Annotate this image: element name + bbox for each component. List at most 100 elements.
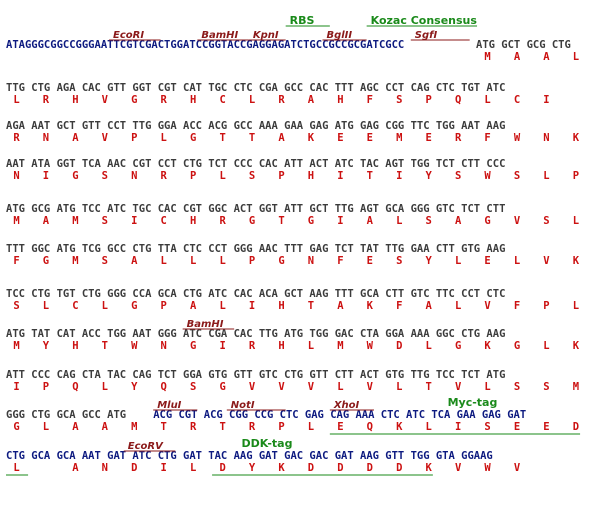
- amino-acid: S: [190, 381, 196, 393]
- amino-acid: E: [426, 132, 432, 144]
- amino-acid: I: [43, 170, 49, 182]
- amino-acid: P: [161, 300, 167, 312]
- amino-acid: S: [102, 255, 108, 267]
- amino-acid: G: [249, 215, 255, 227]
- amino-acid: E: [367, 132, 373, 144]
- amino-acid: D: [396, 340, 402, 352]
- amino-acid: Y: [131, 381, 138, 393]
- amino-acid: N: [43, 132, 49, 144]
- feature-tag-label: DDK-tag: [242, 437, 293, 450]
- amino-acid: P: [278, 170, 284, 182]
- amino-acid: V: [514, 462, 521, 474]
- amino-acid: P: [43, 381, 49, 393]
- amino-acid: S: [514, 170, 520, 182]
- amino-acid: G: [514, 340, 520, 352]
- dna-sequence-segment: AGA AAT GCT GTT CCT TTG GGA ACC ACG GCC …: [6, 120, 505, 132]
- amino-acid: P: [131, 132, 137, 144]
- amino-acid: L: [455, 255, 461, 267]
- amino-acid: M: [131, 421, 137, 433]
- amino-acid: W: [484, 170, 491, 182]
- amino-acid: K: [308, 132, 315, 144]
- amino-acid: S: [102, 215, 108, 227]
- amino-acid: K: [367, 300, 374, 312]
- amino-acid: M: [484, 51, 490, 63]
- amino-acid: M: [337, 340, 343, 352]
- amino-acid: A: [367, 215, 374, 227]
- amino-acid: G: [219, 381, 225, 393]
- amino-acid: G: [278, 255, 284, 267]
- amino-acid: S: [514, 381, 520, 393]
- dna-sequence-segment: GGG CTG GCA GCC ATG: [6, 409, 132, 421]
- restriction-site-label: EcoRI: [113, 30, 144, 41]
- amino-acid: L: [13, 94, 19, 106]
- amino-acid: L: [308, 340, 314, 352]
- amino-acid: M: [13, 215, 19, 227]
- amino-acid: E: [337, 421, 343, 433]
- amino-acid: M: [72, 255, 78, 267]
- amino-acid: L: [102, 381, 108, 393]
- amino-acid: N: [131, 170, 137, 182]
- amino-acid: T: [308, 300, 314, 312]
- amino-acid: G: [308, 215, 314, 227]
- amino-acid: V: [514, 215, 521, 227]
- amino-acid: L: [573, 51, 579, 63]
- amino-acid: F: [13, 255, 19, 267]
- feature-tag-label: Myc-tag: [448, 396, 498, 409]
- amino-acid: E: [484, 255, 490, 267]
- dna-sequence-segment: ACG CGT ACG CGG CCG CTC GAG CAG AAA CTC …: [153, 409, 526, 421]
- amino-acid: L: [161, 255, 167, 267]
- amino-acid: S: [484, 421, 490, 433]
- amino-acid: T: [219, 132, 225, 144]
- amino-acid: K: [573, 132, 580, 144]
- amino-acid: I: [337, 170, 343, 182]
- amino-acid: E: [543, 421, 549, 433]
- amino-acid: K: [426, 462, 433, 474]
- restriction-site-label: KpnI: [253, 30, 279, 41]
- amino-acid: Y: [249, 462, 256, 474]
- amino-acid: T: [249, 132, 255, 144]
- dna-sequence-segment: ATG GCG ATG TCC ATC TGC CAC CGT GGC ACT …: [6, 203, 505, 215]
- amino-acid: S: [426, 215, 432, 227]
- amino-acid: H: [278, 340, 284, 352]
- amino-acid: I: [396, 170, 402, 182]
- amino-acid: G: [131, 94, 137, 106]
- amino-acid: S: [543, 215, 549, 227]
- amino-acid: W: [514, 132, 521, 144]
- amino-acid: I: [455, 421, 461, 433]
- amino-acid: C: [219, 94, 225, 106]
- amino-acid: L: [455, 300, 461, 312]
- dna-sequence-segment: ATG TAT CAT ACC TGG AAT GGG ATC CGA CAC …: [6, 328, 505, 340]
- amino-acid: R: [161, 170, 168, 182]
- amino-acid: L: [219, 255, 225, 267]
- amino-acid: G: [190, 132, 196, 144]
- amino-acid: I: [13, 381, 19, 393]
- amino-acid: R: [249, 340, 256, 352]
- dna-sequence-segment: TCC CTG TGT CTG GGG CCA GCA CTG ATC CAC …: [6, 288, 505, 300]
- amino-acid: Y: [426, 170, 433, 182]
- amino-acid: A: [308, 94, 315, 106]
- restriction-site-label: BamHI: [187, 319, 224, 330]
- amino-acid: K: [573, 255, 580, 267]
- amino-acid: H: [72, 94, 78, 106]
- amino-acid: S: [543, 381, 549, 393]
- feature-tag-label: RBS: [290, 14, 315, 27]
- amino-acid: E: [337, 132, 343, 144]
- amino-acid: E: [514, 421, 520, 433]
- amino-acid: L: [484, 381, 490, 393]
- amino-acid: L: [249, 94, 255, 106]
- amino-acid: V: [102, 94, 109, 106]
- amino-acid: L: [13, 462, 19, 474]
- dna-sequence-segment: CTG GCA GCA AAT GAT ATC CTG GAT TAC AAG …: [6, 450, 493, 462]
- amino-acid: F: [514, 300, 520, 312]
- amino-acid: V: [278, 381, 285, 393]
- amino-acid: L: [573, 215, 579, 227]
- dna-sequence-segment: ATAGGGCGGCCGGGAATTCGTCGACTGGATCCGGTACCGA…: [6, 39, 404, 51]
- amino-acid: K: [484, 340, 491, 352]
- amino-acid: C: [161, 215, 167, 227]
- amino-acid: L: [219, 170, 225, 182]
- amino-acid: L: [219, 300, 225, 312]
- amino-acid: N: [161, 340, 167, 352]
- amino-acid: Y: [43, 340, 50, 352]
- amino-acid: R: [278, 94, 285, 106]
- amino-acid: R: [219, 215, 226, 227]
